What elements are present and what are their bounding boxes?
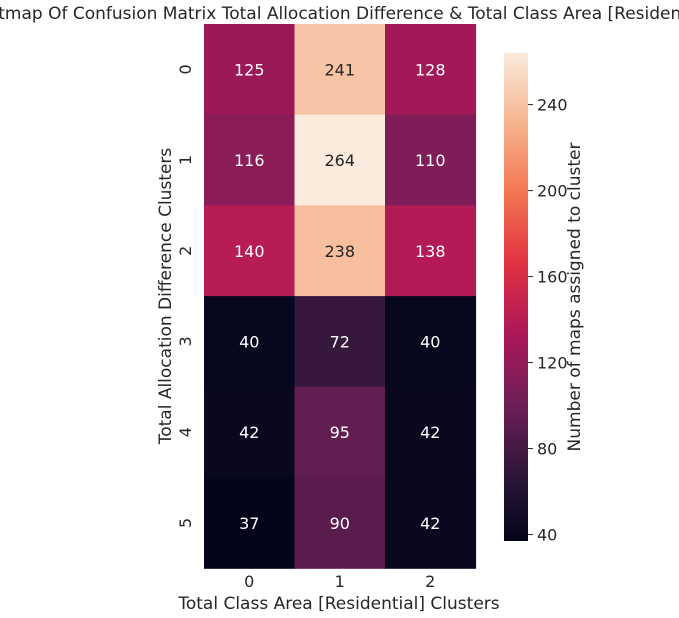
y-tick-label: 3: [176, 336, 195, 346]
heatmap-cell: [385, 24, 477, 116]
colorbar-tick-label: 40: [537, 526, 557, 545]
heatmap-cell: [385, 386, 477, 479]
cell-value-label: 241: [324, 60, 355, 79]
x-tick-label: 0: [244, 572, 254, 591]
heatmap-cell: [204, 114, 296, 206]
heatmap-cell: [294, 114, 386, 206]
cell-value-label: 138: [415, 242, 446, 261]
y-tick-label: 0: [176, 64, 195, 74]
heatmap-cell: [294, 24, 386, 116]
cell-value-label: 125: [234, 60, 265, 79]
cell-value-label: 116: [234, 151, 265, 170]
heatmap-cell: [385, 296, 477, 388]
colorbar: 40 80 120 160 200 240: [504, 53, 568, 545]
y-axis: 0 1 2 3 4 5: [176, 64, 195, 528]
cell-value-label: 110: [415, 151, 446, 170]
heatmap-cell: [294, 477, 386, 569]
cell-value-label: 95: [330, 423, 350, 442]
y-tick-label: 5: [176, 518, 195, 528]
cell-value-label: 42: [239, 423, 259, 442]
x-tick-label: 2: [425, 572, 435, 591]
heatmap-cell: [385, 114, 477, 206]
cell-value-label: 90: [330, 514, 350, 533]
cell-value-label: 42: [420, 423, 440, 442]
colorbar-tick-label: 160: [537, 268, 568, 287]
heatmap-cell: [294, 205, 386, 297]
heatmap-cells: 125 241 128 116 264 110 140 238 138 40 72 40 42 95 42 3…: [204, 24, 477, 569]
cell-value-label: 238: [324, 242, 355, 261]
heatmap-cell: [204, 296, 296, 388]
colorbar-label: Number of maps assigned to cluster: [565, 143, 585, 452]
cell-value-label: 264: [324, 151, 355, 170]
cell-value-label: 40: [239, 332, 259, 351]
cell-value-label: 37: [239, 514, 259, 533]
y-tick-label: 1: [176, 155, 195, 165]
heatmap-cell: [294, 386, 386, 479]
colorbar-tick-label: 80: [537, 440, 557, 459]
heatmap-cell: [294, 296, 386, 388]
colorbar-tick-label: 240: [537, 96, 568, 115]
heatmap-cell: [204, 386, 296, 479]
x-axis-label: Total Class Area [Residential] Clusters: [177, 594, 499, 614]
colorbar-tick-label: 120: [537, 354, 568, 373]
colorbar-ticks: 40 80 120 160 200 240: [528, 96, 568, 545]
colorbar-tick-label: 200: [537, 182, 568, 201]
chart-title: Heatmap Of Confusion Matrix Total Alloca…: [0, 4, 679, 24]
y-tick-label: 2: [176, 246, 195, 256]
colorbar-gradient: [504, 53, 528, 541]
y-axis-label: Total Allocation Difference Clusters: [156, 148, 176, 446]
cell-value-label: 140: [234, 242, 265, 261]
heatmap-cell: [204, 24, 296, 116]
cell-value-label: 72: [330, 332, 350, 351]
heatmap-cell: [204, 205, 296, 297]
cell-value-label: 40: [420, 332, 440, 351]
heatmap-cell: [204, 477, 296, 569]
y-tick-label: 4: [176, 427, 195, 437]
cell-value-label: 128: [415, 60, 446, 79]
heatmap-cell: [385, 477, 477, 569]
cell-value-label: 42: [420, 514, 440, 533]
x-axis: 0 1 2: [244, 572, 435, 591]
heatmap-cell: [385, 205, 477, 297]
x-tick-label: 1: [335, 572, 345, 591]
